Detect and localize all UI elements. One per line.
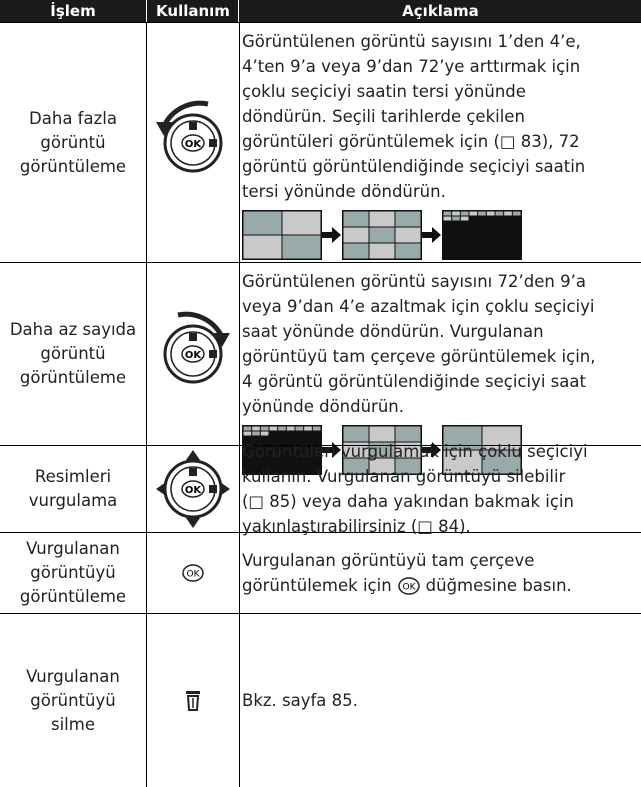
description-line: görüntüleri görüntülemek için (□ 83), 72 [242,132,580,151]
description-line: 4 görüntü görüntülendiğinde seçiciyi saa… [242,372,586,391]
dial-icon: OK [156,450,230,528]
description-line: yönünde döndürün. [242,397,405,416]
description-cell: Görüntülenen görüntü sayısını 72’den 9’a… [242,269,641,475]
thumbnail [442,210,522,260]
table-row: Vurgulanan görüntüyü görüntüleme OK Vurgulan… [0,532,641,613]
description-line: görüntülemek için OK düğmesine basın. [242,573,641,598]
header-cell: Kullanım [146,0,239,22]
operation-cell: Resimleri vurgulama [0,446,146,532]
header-cell: İşlem [0,0,146,22]
operation-line: Vurgulanan [26,539,120,558]
svg-text:OK: OK [185,139,203,150]
thumbnail [242,425,322,475]
description-cell: Görüntüleri vurgulamak için çoklu seçici… [242,442,641,536]
ok-icon: OK [397,576,420,595]
description-line: çoklu seçiciyi saatin tersi yönünde [242,82,526,101]
thumbnail [342,425,422,475]
description-line: Görüntüleri vurgulamak için çoklu seçici… [242,442,588,461]
table-row: Vurgulanan görüntüyü silme Bkz. sayfa 85. [0,613,641,787]
operation-cell: Daha az sayıda görüntü görüntüleme [0,263,146,445]
thumbnail [342,210,422,260]
description-text: görüntülemek için [242,576,392,595]
operation-line: görüntü [40,132,106,152]
description-line: Görüntülenen görüntü sayısını 72’den 9’a [242,272,586,291]
thumbnail-strip [242,210,641,260]
operation-line: görüntü [40,344,106,363]
arrow [322,442,341,458]
operation-line: görüntüleme [19,587,127,606]
operation-cell: Vurgulanan görüntüyü görüntüleme [0,533,146,613]
arrow [422,227,441,243]
operation-line: Vurgulanan [26,666,120,686]
table-row: Daha az sayıda görüntü görüntüleme OK Görünt… [0,262,641,475]
description-line: Bkz. sayfa 85. [242,691,358,710]
description-line: kullanın. Vurgulanan görüntüyü silebilir [242,467,566,486]
operation-line: Resimleri [34,467,112,486]
svg-text:OK: OK [185,485,203,496]
svg-text:OK: OK [402,582,416,592]
description-line: saat yönünde döndürün. Vurgulanan [242,322,544,341]
header-cell: Açıklama [238,0,641,22]
thumbnail [242,210,322,260]
operation-line: görüntüyü [30,563,116,582]
description-line: yakınlaştırabilirsiniz (□ 84). [242,517,471,536]
description-line: tersi yönünde döndürün. [242,182,446,201]
operation-line: görüntüleme [19,156,127,176]
thumbnail [442,425,522,475]
operation-line: vurgulama [28,491,118,510]
description-line: 4’ten 9’a veya 9’dan 72’ye arttırmak içi… [242,57,581,76]
description-cell: Bkz. sayfa 85. [242,614,641,787]
table-row: Resimleri vurgulama OK Görüntüleri vurgulam… [0,442,641,536]
description-cell: Görüntülenen görüntü sayısını 1’den 4’e,… [242,29,641,260]
delete-icon [186,690,200,711]
operation-line: silme [51,714,95,734]
operation-line: görüntüleme [19,368,127,387]
svg-text:OK: OK [185,350,203,361]
usage-cell [146,614,240,787]
arrow [422,442,441,458]
operation-cell: Vurgulanan görüntüyü silme [0,614,146,787]
operation-line: görüntüyü [30,690,116,710]
ok-icon: OK [182,564,204,582]
description-line: Görüntülenen görüntü sayısını 1’den 4’e, [242,32,581,51]
description-cell: Vurgulanan görüntüyü tam çerçeve görüntül… [242,533,641,613]
usage-cell: OK [146,263,240,445]
description-line: görüntüyü tam çerçeve görüntülemek için, [242,347,596,366]
description-line: veya 9’dan 4’e azaltmak için çoklu seçic… [242,297,595,316]
usage-cell: OK [146,23,240,262]
svg-text:OK: OK [187,570,201,580]
usage-cell: OK [146,533,240,613]
arrow [322,227,341,243]
description-line: görüntü görüntülendiğinde seçiciyi saati… [242,157,586,176]
dial-icon: OK [163,311,230,384]
thumbnail-strip [242,425,641,475]
operation-cell: Daha fazla görüntü görüntüleme [0,23,146,262]
table-row: Daha fazla görüntü görüntüleme OK Görüntülen… [0,22,641,262]
usage-cell: OK [146,446,240,532]
operation-line: Daha fazla [29,108,117,128]
description-text: düğmesine basın. [425,576,572,595]
operation-line: Daha az sayıda [9,320,137,339]
description-line: döndürün. Seçili tarihlerde çekilen [242,107,525,126]
description-line: Vurgulanan görüntüyü tam çerçeve [242,551,535,570]
dial-icon: OK [156,100,223,172]
description-line: (□ 85) veya daha yakından bakmak için [242,492,574,511]
